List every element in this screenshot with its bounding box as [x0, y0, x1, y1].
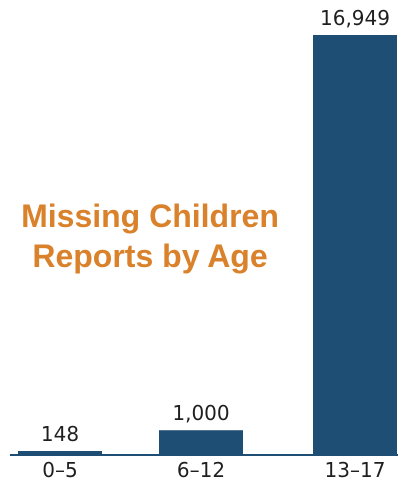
x-tick-label-1: 0–5 — [42, 458, 77, 481]
value-label-1: 148 — [41, 422, 79, 446]
value-labels-group: 148 1,000 16,949 — [41, 6, 390, 446]
chart-title-line-2: Reports by Age — [32, 238, 268, 274]
chart-title-line-1: Missing Children — [21, 198, 279, 234]
x-tick-label-2: 6–12 — [177, 458, 225, 481]
x-tick-labels-group: 0–5 6–12 13–17 — [42, 458, 385, 481]
bar-1 — [18, 451, 102, 455]
value-label-2: 1,000 — [172, 401, 229, 425]
bar-3 — [313, 35, 397, 455]
x-tick-label-3: 13–17 — [325, 458, 386, 481]
value-label-3: 16,949 — [320, 6, 390, 30]
bar-2 — [159, 430, 243, 455]
bars-group — [18, 35, 397, 455]
chart-title: Missing Children Reports by Age — [0, 196, 300, 276]
